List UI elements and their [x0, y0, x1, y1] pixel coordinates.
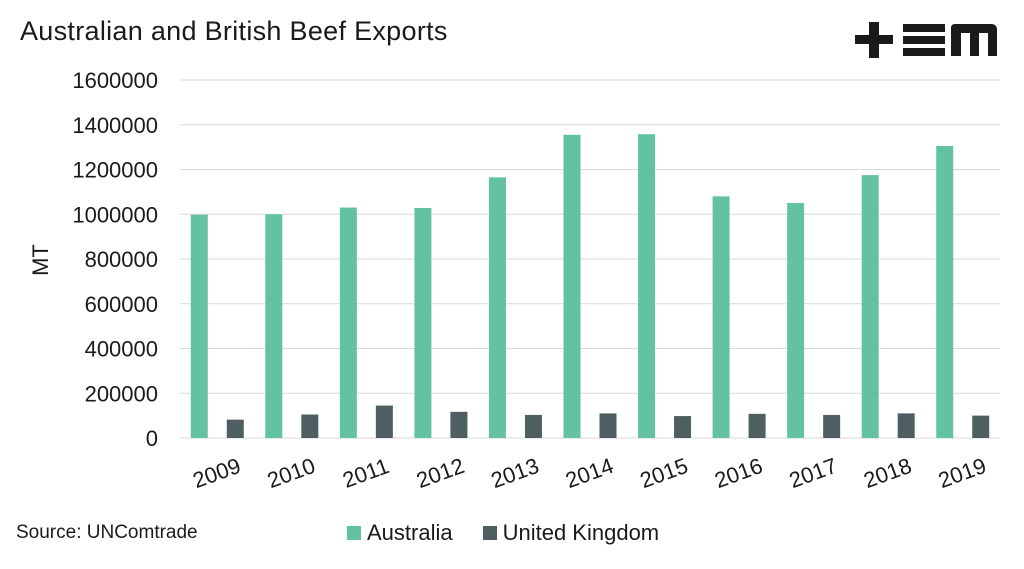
y-tick-label: 1000000 — [72, 202, 158, 227]
bar-australia-2019 — [936, 146, 954, 438]
x-tick-label: 2018 — [860, 453, 915, 493]
bar-united-kingdom-2018 — [897, 413, 915, 438]
bar-australia-2016 — [712, 196, 730, 438]
bar-united-kingdom-2013 — [524, 414, 542, 438]
tem-logo — [851, 14, 1001, 64]
bar-australia-2017 — [787, 203, 805, 438]
source-note: Source: UNComtrade — [16, 522, 198, 543]
y-axis-ticks: 0 200000 400000 600000 800000 1000000 1200000 1… — [72, 68, 158, 451]
bar-united-kingdom-2014 — [599, 413, 617, 438]
y-tick-label: 400000 — [85, 337, 158, 362]
bar-australia-2014 — [563, 134, 581, 438]
y-tick-label: 1600000 — [72, 68, 158, 93]
x-tick-label: 2011 — [339, 453, 392, 493]
bars — [190, 134, 990, 439]
x-tick-label: 2019 — [935, 453, 990, 493]
y-tick-label: 1400000 — [72, 113, 158, 138]
tem-logo-icon — [855, 22, 997, 58]
x-tick-label: 2016 — [711, 453, 766, 493]
y-tick-label: 0 — [146, 426, 158, 451]
legend-item-united-kingdom: United Kingdom — [482, 520, 660, 546]
y-tick-label: 1200000 — [72, 158, 158, 183]
bar-australia-2012 — [414, 207, 432, 438]
x-tick-label: 2010 — [264, 453, 319, 493]
legend: Australia United Kingdom — [347, 520, 689, 546]
legend-item-australia: Australia — [347, 520, 453, 546]
bar-australia-2013 — [488, 177, 506, 439]
bar-australia-2010 — [265, 214, 283, 438]
bar-united-kingdom-2012 — [450, 411, 468, 438]
bar-united-kingdom-2019 — [972, 415, 990, 438]
y-tick-label: 200000 — [85, 381, 158, 406]
x-tick-label: 2013 — [488, 453, 543, 493]
y-tick-label: 800000 — [85, 247, 158, 272]
x-tick-label: 2014 — [562, 453, 617, 493]
chart-title: Australian and British Beef Exports — [20, 16, 448, 46]
x-axis-ticks: 2009 2010 2011 2012 2013 2014 2015 2016 2017 2018… — [189, 453, 989, 493]
bar-australia-2015 — [638, 134, 656, 438]
bar-united-kingdom-2011 — [375, 405, 393, 438]
bar-australia-2009 — [190, 214, 208, 438]
bar-united-kingdom-2017 — [823, 414, 841, 438]
bar-united-kingdom-2009 — [226, 419, 244, 438]
x-tick-label: 2009 — [189, 453, 244, 493]
y-axis-label: MT — [28, 244, 53, 276]
bar-australia-2011 — [339, 207, 357, 438]
bar-united-kingdom-2010 — [301, 414, 319, 438]
bar-chart-plot: 0 200000 400000 600000 800000 1000000 1200000 1… — [28, 68, 1000, 493]
legend-swatch-united-kingdom — [482, 526, 497, 540]
bar-united-kingdom-2015 — [674, 416, 692, 438]
x-tick-label: 2015 — [637, 453, 692, 493]
legend-label-united-kingdom: United Kingdom — [502, 520, 660, 545]
y-tick-label: 600000 — [85, 292, 158, 317]
x-tick-label: 2012 — [413, 453, 468, 493]
x-tick-label: 2017 — [786, 453, 841, 493]
bar-united-kingdom-2016 — [748, 413, 766, 438]
legend-swatch-australia — [347, 526, 361, 540]
legend-label-australia: Australia — [367, 520, 453, 545]
bar-australia-2018 — [861, 175, 879, 438]
